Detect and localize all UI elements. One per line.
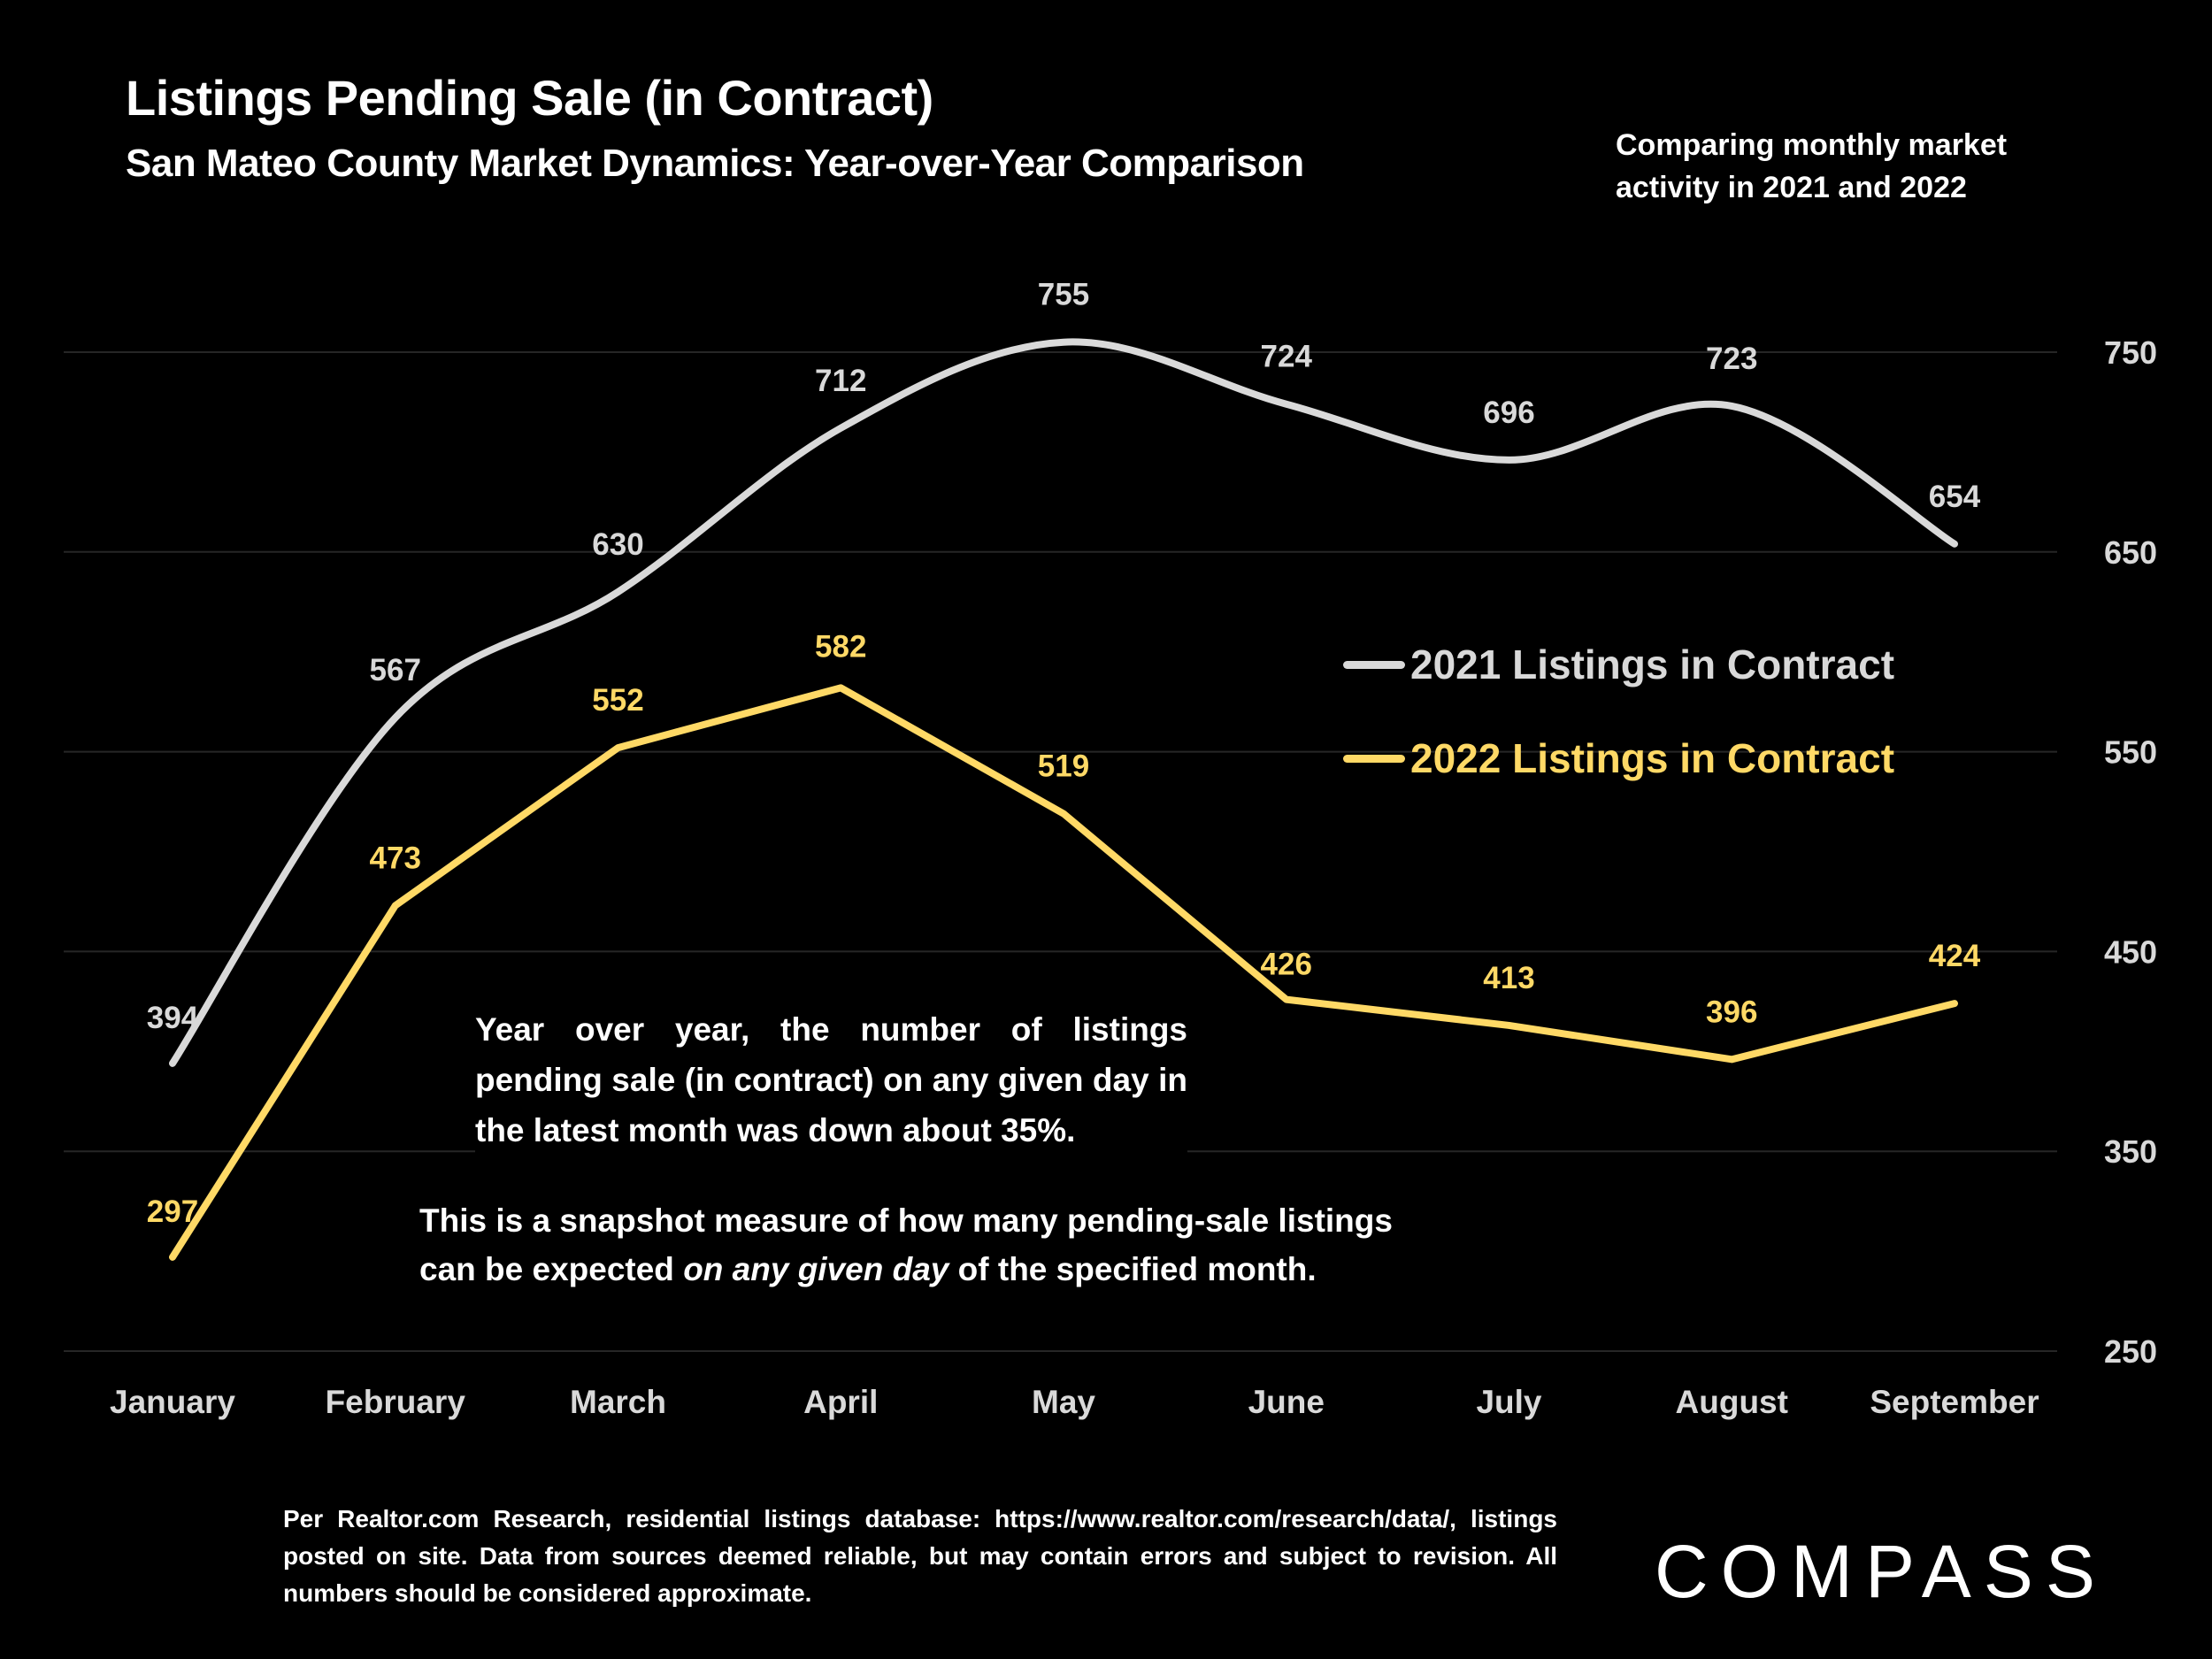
snapshot-annotation: This is a snapshot measure of how many p… bbox=[419, 1196, 1481, 1294]
y-tick-label: 350 bbox=[2104, 1133, 2157, 1170]
x-tick-label: September bbox=[1870, 1384, 2039, 1420]
data-label-2022: 396 bbox=[1706, 995, 1757, 1029]
data-label-2021: 394 bbox=[147, 1001, 199, 1035]
snapshot-text: can be expected bbox=[419, 1251, 684, 1287]
x-tick-label: May bbox=[1032, 1384, 1095, 1420]
data-label-2021: 654 bbox=[1929, 480, 1981, 514]
data-label-2021: 712 bbox=[815, 364, 866, 398]
snapshot-emphasis: on any given day bbox=[683, 1251, 949, 1287]
legend-item-2022: 2022 Listings in Contract bbox=[1343, 734, 1894, 782]
series-line-2021 bbox=[169, 338, 1958, 1067]
x-tick-label: March bbox=[570, 1384, 666, 1420]
comparison-note-line-2: activity in 2021 and 2022 bbox=[1616, 171, 1967, 204]
data-label-2022: 424 bbox=[1929, 939, 1981, 973]
yoy-annotation: Year over year, the number of listings p… bbox=[475, 1004, 1187, 1156]
legend-label-2021: 2021 Listings in Contract bbox=[1410, 641, 1895, 687]
source-footnote: Per Realtor.com Research, residential li… bbox=[283, 1505, 1557, 1607]
data-label-2022: 426 bbox=[1261, 948, 1312, 982]
snapshot-text-end: of the specified month. bbox=[949, 1251, 1317, 1287]
chart-title: Listings Pending Sale (in Contract) bbox=[126, 70, 933, 126]
x-tick-label: July bbox=[1476, 1384, 1541, 1420]
x-tick-label: January bbox=[110, 1384, 235, 1420]
data-label-2022: 582 bbox=[815, 629, 866, 664]
data-label-2022: 297 bbox=[147, 1194, 198, 1229]
data-label-2021: 630 bbox=[592, 527, 643, 562]
legend-label-2022: 2022 Listings in Contract bbox=[1410, 735, 1895, 781]
y-tick-label: 450 bbox=[2104, 933, 2157, 970]
legend-swatch-2021 bbox=[1343, 660, 1405, 669]
snapshot-line-1: This is a snapshot measure of how many p… bbox=[419, 1202, 1393, 1239]
data-label-2021: 755 bbox=[1038, 278, 1089, 312]
data-label-2021: 724 bbox=[1261, 340, 1313, 374]
data-label-2022: 552 bbox=[592, 683, 643, 718]
data-label-2022: 473 bbox=[370, 841, 421, 875]
x-tick-label: April bbox=[803, 1384, 878, 1420]
x-tick-label: February bbox=[326, 1384, 466, 1420]
legend-swatch-2022 bbox=[1343, 754, 1405, 763]
y-tick-label: 250 bbox=[2104, 1333, 2157, 1370]
comparison-note-line-1: Comparing monthly market bbox=[1616, 128, 2008, 162]
series-line-2022 bbox=[169, 684, 1958, 1261]
compass-logo: COMPASS bbox=[1655, 1530, 2108, 1613]
data-label-2022: 413 bbox=[1483, 961, 1534, 995]
x-tick-label: June bbox=[1248, 1384, 1325, 1420]
y-tick-label: 550 bbox=[2104, 734, 2157, 771]
comparison-note: Comparing monthly market activity in 202… bbox=[1616, 124, 2111, 209]
y-tick-label: 650 bbox=[2104, 534, 2157, 571]
y-tick-label: 750 bbox=[2104, 334, 2157, 371]
data-label-2021: 567 bbox=[370, 653, 421, 687]
chart-subtitle: San Mateo County Market Dynamics: Year-o… bbox=[126, 142, 1304, 185]
legend-item-2021: 2021 Listings in Contract bbox=[1343, 641, 1894, 688]
data-label-2022: 519 bbox=[1038, 749, 1089, 784]
data-label-2021: 696 bbox=[1483, 396, 1534, 430]
x-tick-label: August bbox=[1676, 1384, 1788, 1420]
data-label-2021: 723 bbox=[1706, 342, 1757, 376]
snapshot-line-2: can be expected on any given day of the … bbox=[419, 1245, 1481, 1294]
